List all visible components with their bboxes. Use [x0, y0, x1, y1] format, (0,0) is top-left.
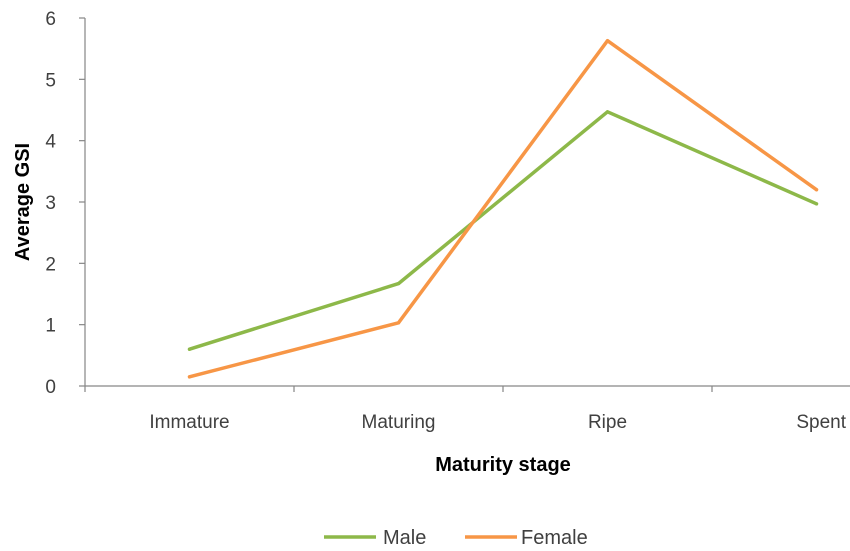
legend-label-female: Female — [521, 527, 588, 549]
y-tick-label: 3 — [45, 193, 56, 214]
data-point-female — [814, 188, 819, 192]
data-point-male — [814, 202, 819, 206]
y-tick-label: 4 — [45, 132, 56, 153]
data-point-male — [605, 110, 610, 114]
y-tick-label: 1 — [45, 316, 56, 337]
x-tick-label: Ripe — [588, 412, 627, 433]
y-axis: 0 1 2 3 4 5 6 — [45, 9, 86, 398]
x-axis: Immature Maturing Ripe Spent — [84, 385, 850, 433]
x-tick-label: Spent — [796, 412, 846, 433]
legend: Male Female — [324, 527, 588, 549]
data-point-male — [187, 347, 192, 351]
data-point-male — [396, 281, 401, 286]
x-axis-title: Maturity stage — [435, 454, 571, 476]
series-line-female — [187, 38, 819, 379]
data-point-female — [396, 321, 401, 325]
series-lines — [187, 38, 819, 379]
data-point-female — [187, 375, 192, 379]
x-tick-label: Maturing — [362, 412, 436, 433]
y-tick-label: 2 — [45, 254, 56, 275]
data-point-female — [605, 39, 610, 43]
y-tick-label: 6 — [45, 9, 56, 30]
x-tick-label: Immature — [149, 412, 229, 433]
y-tick-label: 5 — [45, 70, 56, 91]
series-line-male — [187, 110, 819, 351]
y-axis-title: Average GSI — [12, 143, 34, 261]
legend-label-male: Male — [383, 527, 426, 549]
y-tick-label: 0 — [45, 377, 56, 398]
